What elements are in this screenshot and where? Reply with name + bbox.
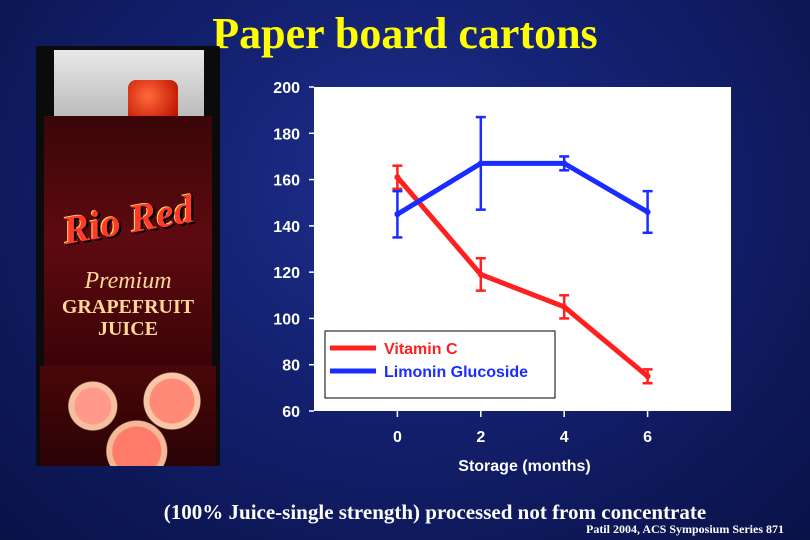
legend-label-limonin-glucoside: Limonin Glucoside [384,364,528,381]
carton-product-name: GRAPEFRUIT JUICE [61,296,195,340]
y-tick-label-1: 80 [282,358,300,375]
citation: Patil 2004, ACS Symposium Series 871 [585,522,784,536]
point-vitamin-c-1 [477,271,484,278]
point-vitamin-c-2 [561,303,568,310]
point-vitamin-c-3 [644,373,651,380]
x-axis-label: Storage (months) [458,458,590,475]
y-tick-label-0: 60 [282,404,300,421]
series-line-vitamin-c [395,175,650,379]
grapefruit-slices [40,366,216,466]
point-limonin-glucoside-3 [644,208,651,215]
y-tick-label-6: 180 [273,126,300,143]
slide-title: Paper board cartons [212,9,598,58]
point-limonin-glucoside-2 [561,160,568,167]
x-tick-label-2: 4 [560,429,569,446]
legend-label-vitamin-c: Vitamin C [384,341,458,358]
y-tick-label-7: 200 [273,80,300,97]
x-tick-label-1: 2 [476,429,485,446]
legend-box [324,330,556,399]
x-tick-label-0: 0 [393,429,402,446]
point-limonin-glucoside-0 [394,211,401,218]
y-tick-label-3: 120 [273,265,300,282]
series-line-limonin-glucoside [396,160,649,217]
point-vitamin-c-0 [394,174,401,181]
slide-caption: (100% Juice-single strength) processed n… [163,500,707,524]
juice-carton-photo: Rio Red Premium GRAPEFRUIT JUICE [36,46,220,466]
carton-product-line: Premium [84,268,172,294]
y-tick-label-4: 140 [273,219,300,236]
y-tick-label-2: 100 [273,311,300,328]
x-tick-label-3: 6 [643,429,652,446]
point-limonin-glucoside-1 [477,160,484,167]
y-tick-label-5: 160 [273,173,300,190]
